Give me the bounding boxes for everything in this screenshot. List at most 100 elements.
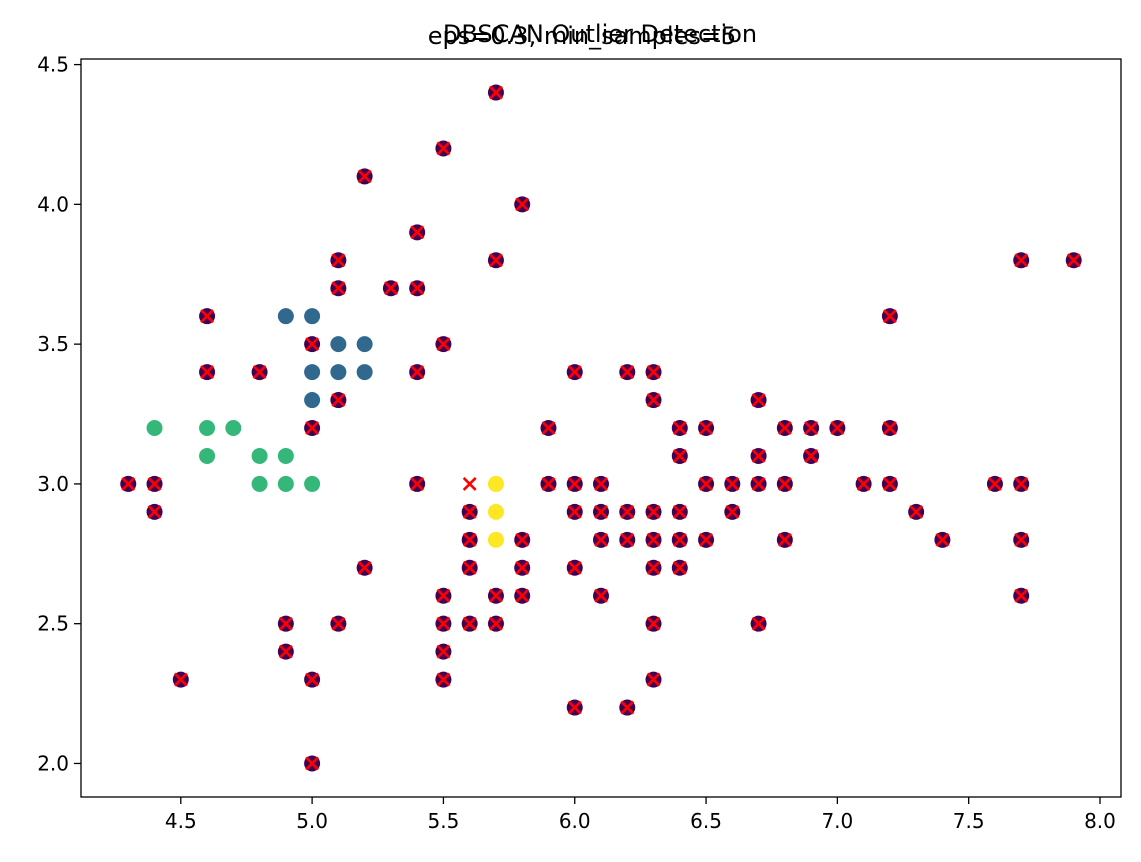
noise-point — [750, 392, 767, 409]
noise-point — [776, 420, 793, 436]
noise-point — [146, 475, 163, 492]
noise-point — [1065, 252, 1082, 269]
noise-point — [540, 475, 557, 492]
noise-point — [645, 503, 662, 520]
noise-point — [199, 308, 216, 325]
noise-point — [593, 531, 609, 548]
cluster-point — [277, 475, 294, 492]
noise-point — [409, 475, 426, 492]
noise-point — [934, 531, 951, 548]
noise-point — [409, 280, 426, 297]
noise-point — [435, 587, 452, 604]
cluster-point — [487, 503, 504, 520]
noise-point — [514, 559, 531, 576]
noise-point — [645, 671, 662, 688]
noise-point — [750, 447, 767, 464]
y-tick-label: 3.5 — [37, 332, 69, 356]
noise-point — [356, 168, 373, 185]
noise-point — [645, 615, 662, 632]
noise-point — [146, 503, 163, 520]
noise-point — [645, 531, 662, 548]
noise-point — [409, 364, 426, 381]
chart-title: DBSCAN Outlier Detection — [443, 20, 757, 48]
noise-point — [619, 699, 636, 716]
x-axis: 4.5 5.0 5.5 6.0 6.5 7.0 7.5 8.0 — [165, 797, 1116, 833]
cluster-point — [330, 364, 347, 381]
noise-point — [304, 420, 321, 436]
noise-point — [698, 420, 715, 436]
noise-point — [986, 475, 1003, 492]
noise-point — [461, 615, 478, 632]
x-tick-label: 5.5 — [428, 809, 460, 833]
noise-point — [645, 364, 662, 381]
noise-point — [120, 475, 137, 492]
noise-point — [855, 475, 872, 492]
x-tick-label: 7.0 — [821, 809, 853, 833]
noise-point — [566, 699, 583, 716]
noise-point — [1013, 587, 1030, 604]
cluster-point — [356, 336, 373, 353]
noise-point — [514, 196, 531, 213]
cluster-point — [251, 447, 268, 464]
noise-point — [540, 420, 557, 436]
noise-point — [671, 503, 688, 520]
noise-point — [461, 559, 478, 576]
noise-point — [671, 559, 688, 576]
axes-frame — [80, 58, 1122, 798]
noise-point — [304, 336, 321, 353]
noise-point — [566, 475, 583, 492]
noise-point — [435, 615, 452, 632]
noise-point — [750, 615, 767, 632]
noise-point — [566, 364, 583, 381]
x-tick-label: 6.0 — [559, 809, 591, 833]
noise-point — [776, 475, 793, 492]
noise-point — [881, 420, 898, 436]
noise-point — [1013, 531, 1030, 548]
noise-point — [514, 531, 531, 548]
cluster-point — [304, 392, 321, 409]
y-tick-label: 3.0 — [37, 472, 69, 496]
y-tick-label: 4.0 — [37, 192, 69, 216]
noise-point — [251, 364, 268, 381]
noise-point — [304, 671, 321, 688]
noise-point — [645, 559, 662, 576]
noise-point — [1013, 475, 1030, 492]
noise-point — [487, 615, 504, 632]
noise-point — [487, 587, 504, 604]
noise-point — [671, 531, 688, 548]
y-tick-label: 4.5 — [37, 53, 69, 77]
noise-point — [698, 531, 715, 548]
noise-point — [803, 447, 820, 464]
noise-point — [330, 615, 347, 632]
noise-point — [829, 420, 846, 436]
noise-point — [698, 475, 715, 492]
noise-point — [593, 587, 609, 604]
noise-point — [881, 475, 898, 492]
noise-point — [330, 392, 347, 409]
x-tick-label: 5.0 — [296, 809, 328, 833]
noise-point — [409, 224, 426, 241]
noise-point — [803, 420, 820, 436]
cluster-point — [199, 447, 216, 464]
x-tick-label: 8.0 — [1084, 809, 1116, 833]
x-tick-label: 6.5 — [690, 809, 722, 833]
noise-point — [461, 503, 478, 520]
noise-point — [724, 503, 741, 520]
noise-point — [619, 503, 636, 520]
noise-point — [619, 364, 636, 381]
noise-point — [435, 643, 452, 660]
noise-point — [382, 280, 399, 297]
y-tick-label: 2.5 — [37, 612, 69, 636]
noise-point — [619, 531, 636, 548]
noise-point — [330, 252, 347, 269]
noise-point — [435, 336, 452, 353]
cluster-point — [330, 336, 347, 353]
y-tick-label: 2.0 — [37, 751, 69, 775]
noise-point — [724, 475, 741, 492]
noise-point — [435, 671, 452, 688]
noise-point — [487, 84, 504, 101]
cluster-point — [251, 475, 268, 492]
noise-point — [277, 643, 294, 660]
cluster-point — [487, 475, 504, 492]
cluster-point — [356, 364, 373, 381]
